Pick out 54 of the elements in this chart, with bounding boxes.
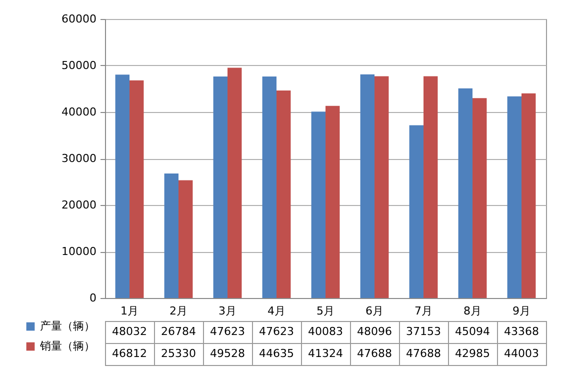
data-label: 47623 [210, 325, 245, 338]
data-label: 46812 [112, 347, 147, 360]
bar [424, 76, 438, 298]
bar [472, 98, 487, 298]
x-tick-label: 8月 [464, 304, 482, 318]
data-label: 47688 [357, 347, 392, 360]
bar [130, 80, 144, 298]
x-tick-label: 5月 [316, 304, 334, 318]
bar [522, 93, 536, 298]
x-tick-label: 9月 [512, 304, 530, 318]
data-label: 43368 [504, 325, 539, 338]
bar [458, 88, 472, 298]
data-label: 40083 [308, 325, 343, 338]
data-label: 25330 [161, 347, 196, 360]
bar [178, 180, 193, 298]
bar [115, 74, 130, 298]
data-label: 47623 [259, 325, 294, 338]
bar [213, 76, 228, 298]
bar [228, 68, 242, 298]
bar [311, 112, 326, 298]
x-tick-label: 7月 [414, 304, 432, 318]
data-label: 45094 [455, 325, 490, 338]
legend-label: 产量（辆） [40, 320, 95, 332]
x-tick-label: 3月 [218, 304, 236, 318]
y-tick-label: 20000 [62, 198, 96, 212]
bar [360, 74, 374, 298]
bar [164, 173, 178, 298]
y-tick-label: 0 [90, 292, 96, 304]
x-tick-label: 2月 [170, 304, 188, 318]
x-tick-label: 1月 [120, 304, 138, 318]
data-label: 41324 [308, 347, 343, 360]
y-tick-label: 60000 [62, 12, 96, 26]
data-label: 49528 [210, 347, 245, 360]
legend-label: 销量（辆） [39, 340, 95, 352]
bar [507, 96, 522, 298]
bar [262, 76, 276, 298]
bar [326, 106, 340, 298]
data-label: 26784 [161, 325, 196, 338]
y-tick-label: 10000 [62, 245, 96, 258]
data-label: 48096 [357, 325, 392, 338]
data-label: 44635 [259, 347, 294, 360]
y-tick-label: 30000 [62, 152, 96, 165]
x-tick-label: 6月 [366, 304, 384, 318]
y-tick-label: 40000 [62, 106, 96, 118]
y-tick-label: 50000 [62, 59, 96, 72]
x-tick-label: 4月 [268, 304, 286, 318]
data-label: 37153 [406, 325, 441, 338]
data-label: 44003 [504, 347, 539, 360]
bar [409, 125, 424, 298]
data-label: 47688 [406, 347, 441, 360]
data-label: 48032 [112, 325, 147, 338]
data-label: 42985 [455, 347, 490, 360]
bar [276, 90, 291, 298]
bar [374, 76, 389, 298]
